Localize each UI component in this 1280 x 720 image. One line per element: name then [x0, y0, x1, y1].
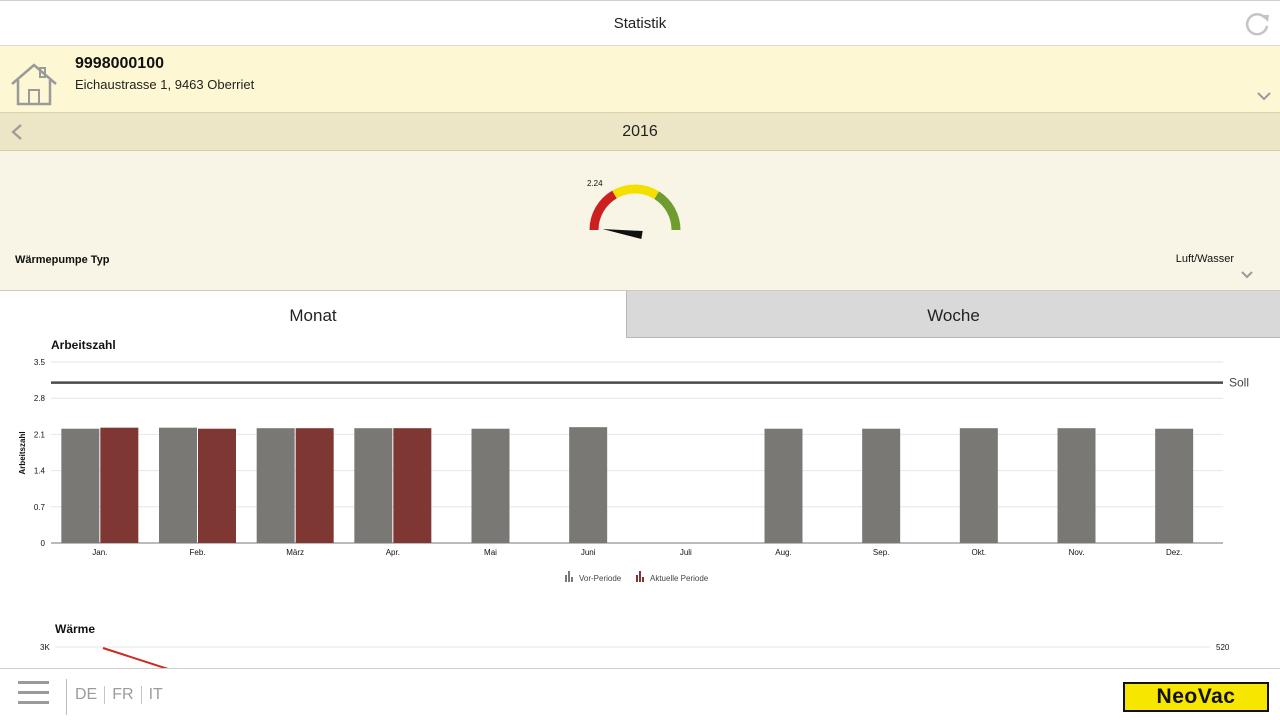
info-panel: 2.24 Wärmepumpe Typ Luft/Wasser	[0, 151, 1280, 291]
language-it[interactable]: IT	[148, 686, 163, 703]
x-tick-label: Juli	[680, 548, 692, 557]
chart-title: Arbeitszahl	[51, 338, 116, 352]
x-tick-label: Okt.	[971, 548, 986, 557]
chevron-left-icon[interactable]	[10, 123, 24, 141]
divider	[140, 686, 142, 704]
bar-vor-periode	[764, 428, 803, 543]
heatpump-type-label: Wärmepumpe Typ	[15, 254, 110, 266]
bar-vor-periode	[256, 428, 295, 543]
refresh-icon[interactable]	[1242, 9, 1272, 39]
bar-aktuelle-periode	[393, 428, 432, 543]
bar-vor-periode	[159, 427, 197, 543]
x-tick-label: Dez.	[1166, 548, 1182, 557]
language-fr[interactable]: FR	[112, 686, 134, 703]
legend-swatch	[568, 571, 570, 582]
x-tick-label: Sep.	[873, 548, 889, 557]
arbeitszahl-chart: Arbeitszahl 0 0.7 1.4 2.1 2.8 3.5 Arbeitszahl J…	[0, 338, 1280, 600]
waerme-series-line	[102, 647, 169, 668]
gauge-segment-yellow	[612, 184, 660, 200]
bar-vor-periode	[61, 428, 100, 543]
page-title: Statistik	[613, 15, 667, 32]
period-tabs: Monat Woche	[0, 291, 1280, 338]
gauge-value-label: 2.24	[587, 179, 603, 188]
divider	[66, 679, 67, 715]
language-de[interactable]: DE	[75, 686, 98, 703]
year-label: 2016	[622, 123, 658, 140]
x-tick-label: Feb.	[189, 548, 205, 557]
bar-aktuelle-periode	[100, 427, 139, 543]
x-tick-label: März	[286, 548, 304, 557]
heatpump-type-value[interactable]: Luft/Wasser	[1175, 253, 1234, 265]
neovac-logo: NeoVac	[1123, 682, 1269, 712]
gauge-needle	[602, 228, 643, 239]
divider	[104, 686, 106, 704]
x-tick-label: Nov.	[1069, 548, 1085, 557]
y-tick-label: 0.7	[34, 503, 46, 512]
hamburger-menu-icon[interactable]	[18, 681, 49, 711]
waerme-left-tick: 3K	[40, 643, 50, 652]
legend-swatch	[636, 575, 638, 582]
property-id: 9998000100	[75, 55, 164, 72]
year-navigation: 2016	[0, 113, 1280, 151]
y-tick-label: 1.4	[34, 467, 46, 476]
top-bar: Statistik	[0, 0, 1280, 46]
bar-vor-periode	[959, 428, 998, 543]
chevron-down-icon[interactable]	[1240, 269, 1254, 280]
x-tick-label: Aug.	[775, 548, 791, 557]
chart-canvas: 0 0.7 1.4 2.1 2.8 3.5 Arbeitszahl Jan. Feb. März A…	[18, 358, 1249, 583]
legend-swatch	[642, 577, 644, 582]
bar-vor-periode	[354, 428, 393, 543]
bottom-bar: DE FR IT NeoVac	[0, 668, 1280, 720]
x-tick-label: Jan.	[92, 548, 107, 557]
language-switcher: DE FR IT	[75, 686, 163, 704]
legend-label: Vor-Periode	[579, 574, 622, 583]
tab-woche[interactable]: Woche	[626, 291, 1280, 338]
bar-vor-periode	[471, 428, 510, 543]
legend-swatch	[639, 571, 641, 582]
x-tick-label: Mai	[484, 548, 497, 557]
bar-aktuelle-periode	[295, 428, 334, 543]
y-axis-label: Arbeitszahl	[18, 431, 27, 474]
bar-vor-periode	[862, 428, 901, 543]
waerme-right-tick: 520	[1216, 643, 1230, 652]
efficiency-gauge: 2.24	[587, 179, 681, 239]
bar-vor-periode	[1155, 428, 1194, 543]
bar-vor-periode	[569, 427, 608, 543]
bar-vor-periode	[1057, 428, 1096, 543]
chevron-down-icon[interactable]	[1256, 90, 1272, 102]
gauge-segment-green	[654, 191, 681, 231]
house-icon	[11, 63, 57, 106]
legend-swatch	[565, 575, 567, 582]
legend-label: Aktuelle Periode	[650, 574, 709, 583]
x-tick-label: Apr.	[386, 548, 400, 557]
y-tick-label: 0	[41, 539, 46, 548]
y-tick-label: 2.8	[34, 394, 46, 403]
legend-swatch	[571, 577, 573, 582]
soll-label: Soll	[1229, 376, 1249, 390]
waerme-chart-title: Wärme	[55, 622, 96, 636]
bar-aktuelle-periode	[198, 428, 236, 543]
property-selector[interactable]: 9998000100 Eichaustrasse 1, 9463 Oberrie…	[0, 46, 1280, 113]
gauge-segment-red	[589, 190, 617, 231]
y-tick-label: 2.1	[34, 430, 46, 439]
property-address: Eichaustrasse 1, 9463 Oberriet	[75, 77, 255, 92]
tab-monat[interactable]: Monat	[0, 291, 626, 338]
x-tick-label: Juni	[581, 548, 596, 557]
waerme-chart: 3K 520	[40, 643, 1230, 668]
y-tick-label: 3.5	[34, 358, 46, 367]
